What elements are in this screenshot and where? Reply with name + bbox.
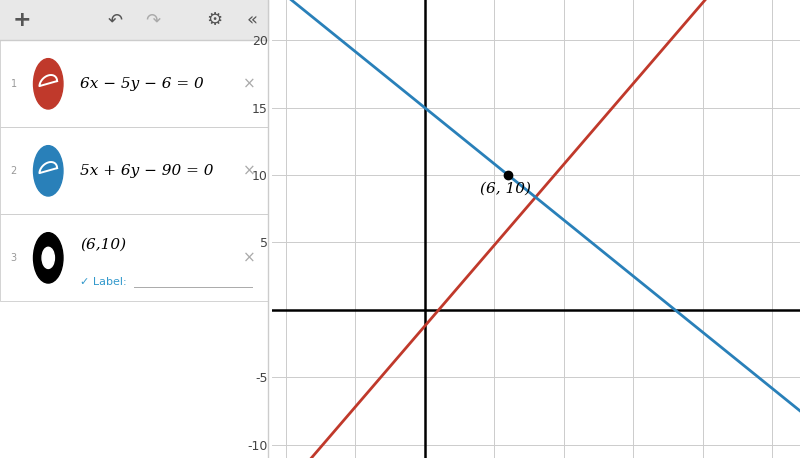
Bar bbox=[0, 127, 268, 214]
Bar bbox=[0, 214, 268, 301]
Text: ×: × bbox=[243, 164, 256, 178]
Bar bbox=[0, 40, 268, 127]
Bar bbox=[0, 0, 268, 40]
Text: «: « bbox=[246, 11, 258, 29]
Text: 2: 2 bbox=[10, 166, 17, 176]
Text: 1: 1 bbox=[10, 79, 17, 89]
Text: 3: 3 bbox=[10, 253, 17, 263]
Text: (6,10): (6,10) bbox=[80, 238, 126, 252]
Text: ×: × bbox=[243, 76, 256, 91]
Text: ↷: ↷ bbox=[145, 11, 160, 29]
Text: ↶: ↶ bbox=[108, 11, 123, 29]
Text: (6, 10): (6, 10) bbox=[481, 182, 531, 196]
Circle shape bbox=[34, 59, 63, 109]
Circle shape bbox=[34, 233, 63, 283]
Text: 5x + 6y − 90 = 0: 5x + 6y − 90 = 0 bbox=[80, 164, 214, 178]
Text: 6x − 5y − 6 = 0: 6x − 5y − 6 = 0 bbox=[80, 77, 204, 91]
Text: ⚙: ⚙ bbox=[206, 11, 222, 29]
Text: ×: × bbox=[243, 251, 256, 265]
Text: +: + bbox=[12, 10, 30, 30]
Text: ✓ Label:: ✓ Label: bbox=[80, 277, 127, 287]
Circle shape bbox=[42, 247, 54, 268]
Circle shape bbox=[34, 146, 63, 196]
